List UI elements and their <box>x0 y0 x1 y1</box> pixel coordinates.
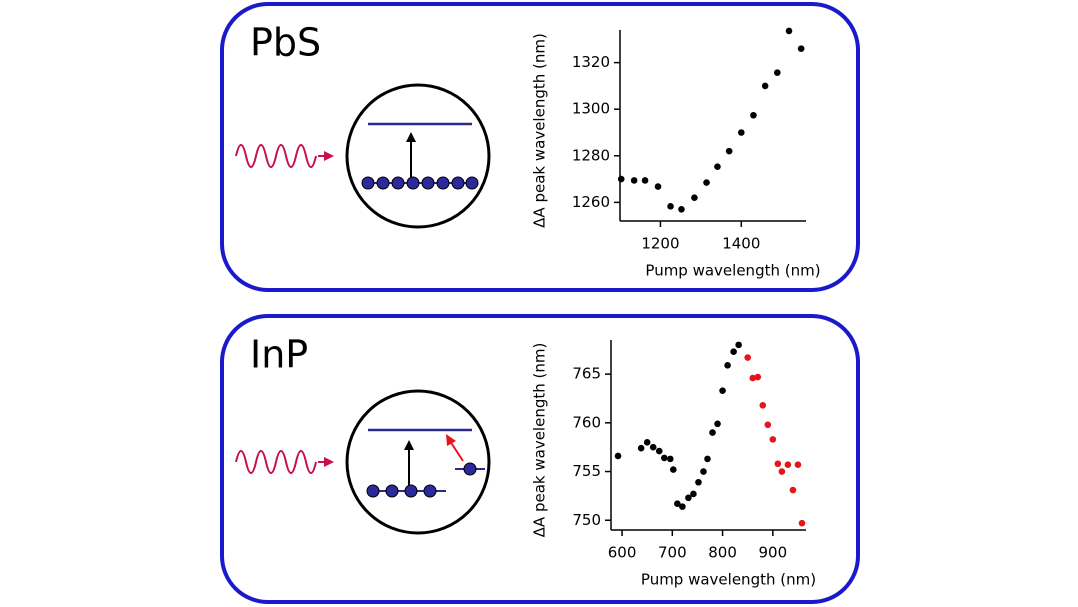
point <box>685 494 692 502</box>
y-tick-label: 1300 <box>572 100 610 118</box>
point <box>774 460 782 468</box>
point <box>738 129 745 136</box>
pbs-diagram <box>235 83 491 229</box>
y-tick-label: 1280 <box>572 146 610 164</box>
point <box>704 455 711 463</box>
point <box>691 194 698 202</box>
point <box>724 362 731 369</box>
point <box>667 455 674 463</box>
point <box>641 177 649 184</box>
point <box>773 69 781 76</box>
point <box>797 45 805 52</box>
point <box>670 466 677 473</box>
x-tick-label: 900 <box>759 544 788 562</box>
point <box>660 454 668 462</box>
panel-title: InP <box>250 333 308 377</box>
point <box>695 478 702 486</box>
point <box>703 179 710 186</box>
point <box>769 436 777 443</box>
point <box>759 401 767 409</box>
panel-frame <box>220 2 860 292</box>
panel-frame <box>220 314 860 604</box>
inp-diagram <box>235 389 491 535</box>
point <box>719 387 726 394</box>
point <box>750 111 757 119</box>
point <box>714 420 721 428</box>
point <box>690 490 697 498</box>
y-tick-label: 765 <box>572 365 601 383</box>
point <box>709 429 716 436</box>
point <box>667 203 674 210</box>
point <box>754 373 762 381</box>
point <box>785 27 793 35</box>
point <box>784 461 792 469</box>
point <box>643 439 651 446</box>
y-axis-title: ΔA peak wavelength (nm) <box>531 33 549 228</box>
x-tick-label: 700 <box>658 544 687 562</box>
point <box>679 503 686 510</box>
point <box>637 444 645 452</box>
x-tick-label: 800 <box>708 544 737 562</box>
point <box>749 374 757 382</box>
point <box>778 468 786 475</box>
point <box>798 519 806 527</box>
point <box>674 500 681 507</box>
x-axis-title: Pump wavelength (nm) <box>645 262 820 280</box>
point <box>700 468 707 475</box>
point <box>789 486 797 494</box>
point <box>735 341 742 349</box>
panel-title: PbS <box>250 21 321 65</box>
point <box>654 183 662 190</box>
y-tick-label: 760 <box>572 413 601 431</box>
point <box>725 147 733 155</box>
x-tick-label: 1200 <box>641 235 679 253</box>
point <box>614 452 622 460</box>
y-axis-title: ΔA peak wavelength (nm) <box>531 343 549 538</box>
y-tick-label: 755 <box>572 462 601 480</box>
point <box>630 177 638 184</box>
point <box>678 206 685 213</box>
point <box>764 421 772 429</box>
point <box>714 163 721 171</box>
point <box>744 354 752 361</box>
point <box>794 461 802 469</box>
point <box>655 447 663 455</box>
point <box>730 348 737 355</box>
y-tick-label: 1320 <box>572 53 610 71</box>
x-tick-label: 1400 <box>722 235 760 253</box>
y-tick-label: 1260 <box>572 193 610 211</box>
x-axis-title: Pump wavelength (nm) <box>641 571 816 589</box>
point <box>617 175 625 183</box>
point <box>761 82 769 90</box>
x-tick-label: 600 <box>608 544 637 562</box>
y-tick-label: 750 <box>572 511 601 529</box>
point <box>649 443 657 451</box>
